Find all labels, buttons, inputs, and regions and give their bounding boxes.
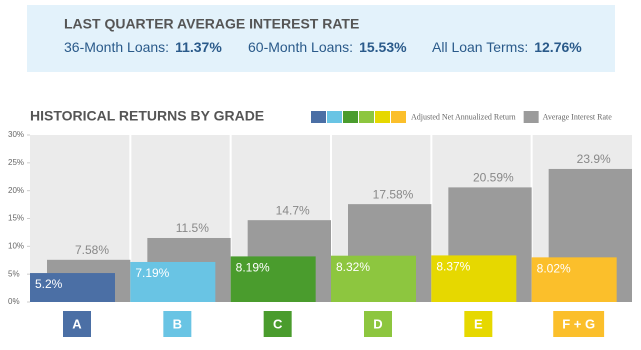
- value-label: 8.32%: [336, 260, 370, 274]
- legend-label: Average Interest Rate: [543, 112, 613, 121]
- value-label: 14.7%: [276, 203, 310, 217]
- y-tick-label: 10%: [8, 241, 24, 250]
- header-item-label: 60-Month Loans:: [248, 39, 353, 55]
- bar: [331, 255, 416, 302]
- legend-label: Adjusted Net Annualized Return: [411, 112, 516, 121]
- value-label: 7.58%: [75, 243, 109, 257]
- value-label: 8.37%: [436, 260, 470, 274]
- y-tick-label: 20%: [8, 186, 24, 195]
- category-badge: [263, 311, 292, 337]
- category-badge: [553, 311, 605, 337]
- category-badge: [163, 311, 192, 337]
- bar: [531, 257, 617, 302]
- header-item-value: 11.37%: [175, 39, 222, 55]
- x-tick-label: E: [474, 316, 483, 331]
- bar: [431, 255, 517, 302]
- legend-swatch: [311, 111, 326, 123]
- header-item-label: 36-Month Loans:: [64, 39, 169, 55]
- category-badge: [364, 311, 392, 337]
- chart-title: HISTORICAL RETURNS BY GRADE: [30, 108, 264, 124]
- x-tick-label: B: [173, 316, 182, 331]
- x-tick-label: F + G: [562, 316, 595, 331]
- header-item-value: 12.76%: [534, 39, 582, 55]
- value-label: 8.02%: [537, 262, 571, 276]
- y-tick-label: 5%: [8, 269, 20, 278]
- header-item-label: All Loan Terms:: [432, 39, 528, 55]
- header-item-value: 15.53%: [359, 39, 407, 55]
- y-tick-label: 30%: [8, 130, 24, 139]
- bar: [130, 261, 216, 302]
- y-tick-label: 0%: [8, 297, 20, 306]
- legend-swatch: [375, 111, 390, 123]
- value-label: 20.59%: [473, 171, 514, 185]
- value-label: 5.2%: [35, 277, 63, 291]
- legend-swatch: [359, 111, 374, 123]
- value-label: 23.9%: [577, 152, 611, 166]
- category-badge: [63, 311, 91, 337]
- header-title: LAST QUARTER AVERAGE INTEREST RATE: [64, 16, 359, 32]
- bar: [230, 256, 316, 302]
- header-item: 36-Month Loans: 11.37%: [64, 39, 222, 55]
- value-label: 17.58%: [373, 187, 414, 201]
- value-label: 7.19%: [135, 266, 169, 280]
- legend-swatch: [327, 111, 342, 123]
- header-panel: [27, 5, 615, 72]
- legend-swatch: [343, 111, 358, 123]
- bar: [30, 273, 115, 302]
- value-label: 8.19%: [236, 261, 270, 275]
- x-tick-label: C: [273, 316, 283, 331]
- header-item: All Loan Terms: 12.76%: [432, 39, 582, 55]
- y-tick-label: 15%: [8, 214, 24, 223]
- x-tick-label: A: [72, 316, 82, 331]
- value-label: 11.5%: [176, 221, 209, 235]
- legend-swatch: [523, 111, 539, 123]
- y-tick-label: 25%: [8, 158, 24, 167]
- legend-swatch: [391, 111, 406, 123]
- header-item: 60-Month Loans: 15.53%: [248, 39, 407, 55]
- category-badge: [464, 311, 493, 337]
- x-tick-label: D: [373, 316, 382, 331]
